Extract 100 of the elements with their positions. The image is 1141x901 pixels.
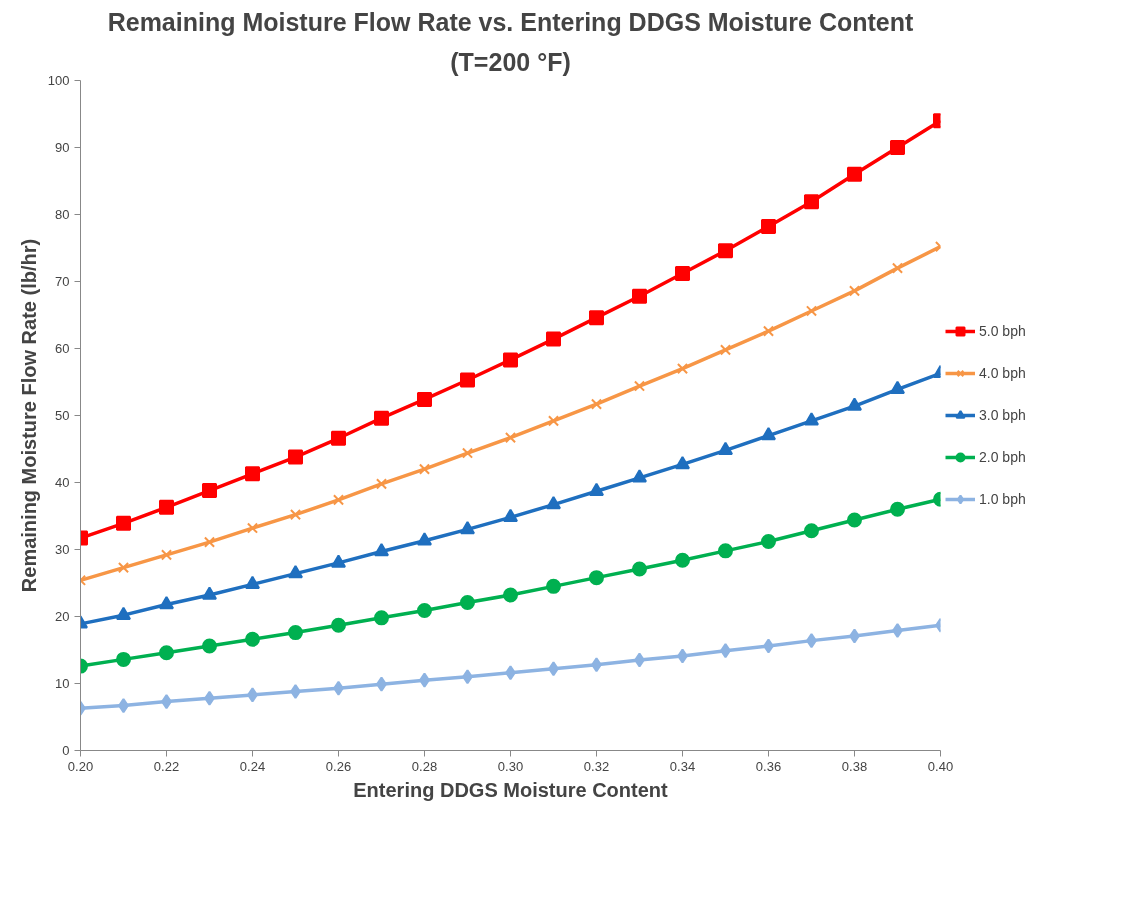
point <box>503 508 518 523</box>
x-tick-label: 0.20 <box>67 758 94 774</box>
point <box>245 466 260 482</box>
x-axis-title: Entering DDGS Moisture Content <box>353 778 669 801</box>
point <box>632 469 647 483</box>
point <box>202 483 217 499</box>
y-axis-title: Remaining Moisture Flow Rate (lb/hr) <box>17 238 40 593</box>
point <box>503 587 518 603</box>
chart-subtitle: (T=200 °F) <box>450 47 571 76</box>
y-tick-label: 10 <box>55 676 70 691</box>
point <box>503 352 518 368</box>
point <box>417 532 432 546</box>
x-tick-label: 0.26 <box>325 758 352 774</box>
point <box>417 602 432 618</box>
point <box>374 610 389 626</box>
point <box>202 586 217 600</box>
point <box>460 372 475 388</box>
point <box>117 561 130 574</box>
point <box>289 509 302 521</box>
point <box>675 455 690 470</box>
point <box>116 606 131 620</box>
chart-title: Remaining Moisture Flow Rate vs. Entering DDGS Moisture Content <box>107 7 914 36</box>
point <box>374 543 389 557</box>
point <box>374 410 389 426</box>
point <box>847 166 862 182</box>
point <box>675 552 690 568</box>
y-tick-label: 60 <box>55 341 70 356</box>
point <box>761 219 776 235</box>
point <box>589 570 604 586</box>
point <box>460 594 475 610</box>
point <box>890 501 905 517</box>
point <box>848 285 861 297</box>
x-tick-label: 0.38 <box>841 758 868 774</box>
point <box>159 595 174 610</box>
point <box>761 427 776 441</box>
point <box>418 463 431 475</box>
point <box>804 523 819 539</box>
y-tick-label: 40 <box>55 475 70 490</box>
point <box>589 310 604 326</box>
x-tick-label: 0.40 <box>927 758 954 774</box>
point <box>288 625 303 641</box>
point <box>331 617 346 633</box>
point <box>116 515 131 531</box>
point <box>417 391 432 407</box>
point <box>375 478 388 490</box>
legend-label: 1.0 bph <box>979 491 1026 507</box>
point <box>890 380 905 395</box>
y-tick-label: 90 <box>55 140 70 155</box>
y-tick-label: 0 <box>62 743 70 758</box>
point <box>633 380 646 392</box>
point <box>718 543 733 559</box>
point <box>589 482 604 496</box>
point <box>160 549 173 561</box>
point <box>632 561 647 577</box>
point <box>288 449 303 465</box>
point <box>891 262 904 274</box>
point <box>245 631 260 647</box>
x-tick-label: 0.32 <box>583 758 610 774</box>
point <box>546 578 561 594</box>
y-tick-label: 50 <box>55 408 70 423</box>
x-tick-label: 0.36 <box>755 758 782 774</box>
y-tick-label: 100 <box>47 73 70 88</box>
x-tick-label: 0.28 <box>411 758 438 774</box>
point <box>159 645 174 661</box>
point <box>804 194 819 210</box>
point <box>460 520 475 535</box>
legend-label: 4.0 bph <box>979 365 1026 381</box>
point <box>546 496 561 510</box>
point <box>203 536 216 548</box>
point <box>202 638 217 654</box>
point <box>804 412 819 426</box>
legend-label: 5.0 bph <box>979 323 1026 339</box>
point <box>116 651 131 667</box>
point <box>718 243 733 259</box>
x-tick-label: 0.22 <box>153 758 180 774</box>
point <box>761 533 776 549</box>
x-tick-label: 0.24 <box>239 758 266 774</box>
y-tick-label: 20 <box>55 609 70 624</box>
point <box>805 305 818 317</box>
point <box>632 288 647 304</box>
point <box>675 265 690 281</box>
point <box>504 432 517 444</box>
point <box>719 344 732 356</box>
point <box>159 499 174 515</box>
x-tick-label: 0.30 <box>497 758 524 774</box>
point <box>847 512 862 528</box>
point <box>331 554 346 568</box>
y-tick-label: 80 <box>55 207 70 222</box>
point <box>676 363 689 375</box>
point <box>547 415 560 427</box>
point <box>331 430 346 446</box>
y-tick-label: 70 <box>55 274 70 289</box>
x-tick-label: 0.34 <box>669 758 696 774</box>
legend-label: 3.0 bph <box>979 407 1026 423</box>
point <box>246 522 259 534</box>
point <box>288 565 303 579</box>
point <box>245 575 260 590</box>
point <box>847 397 862 411</box>
legend-label: 2.0 bph <box>979 449 1026 465</box>
y-tick-label: 30 <box>55 542 70 557</box>
